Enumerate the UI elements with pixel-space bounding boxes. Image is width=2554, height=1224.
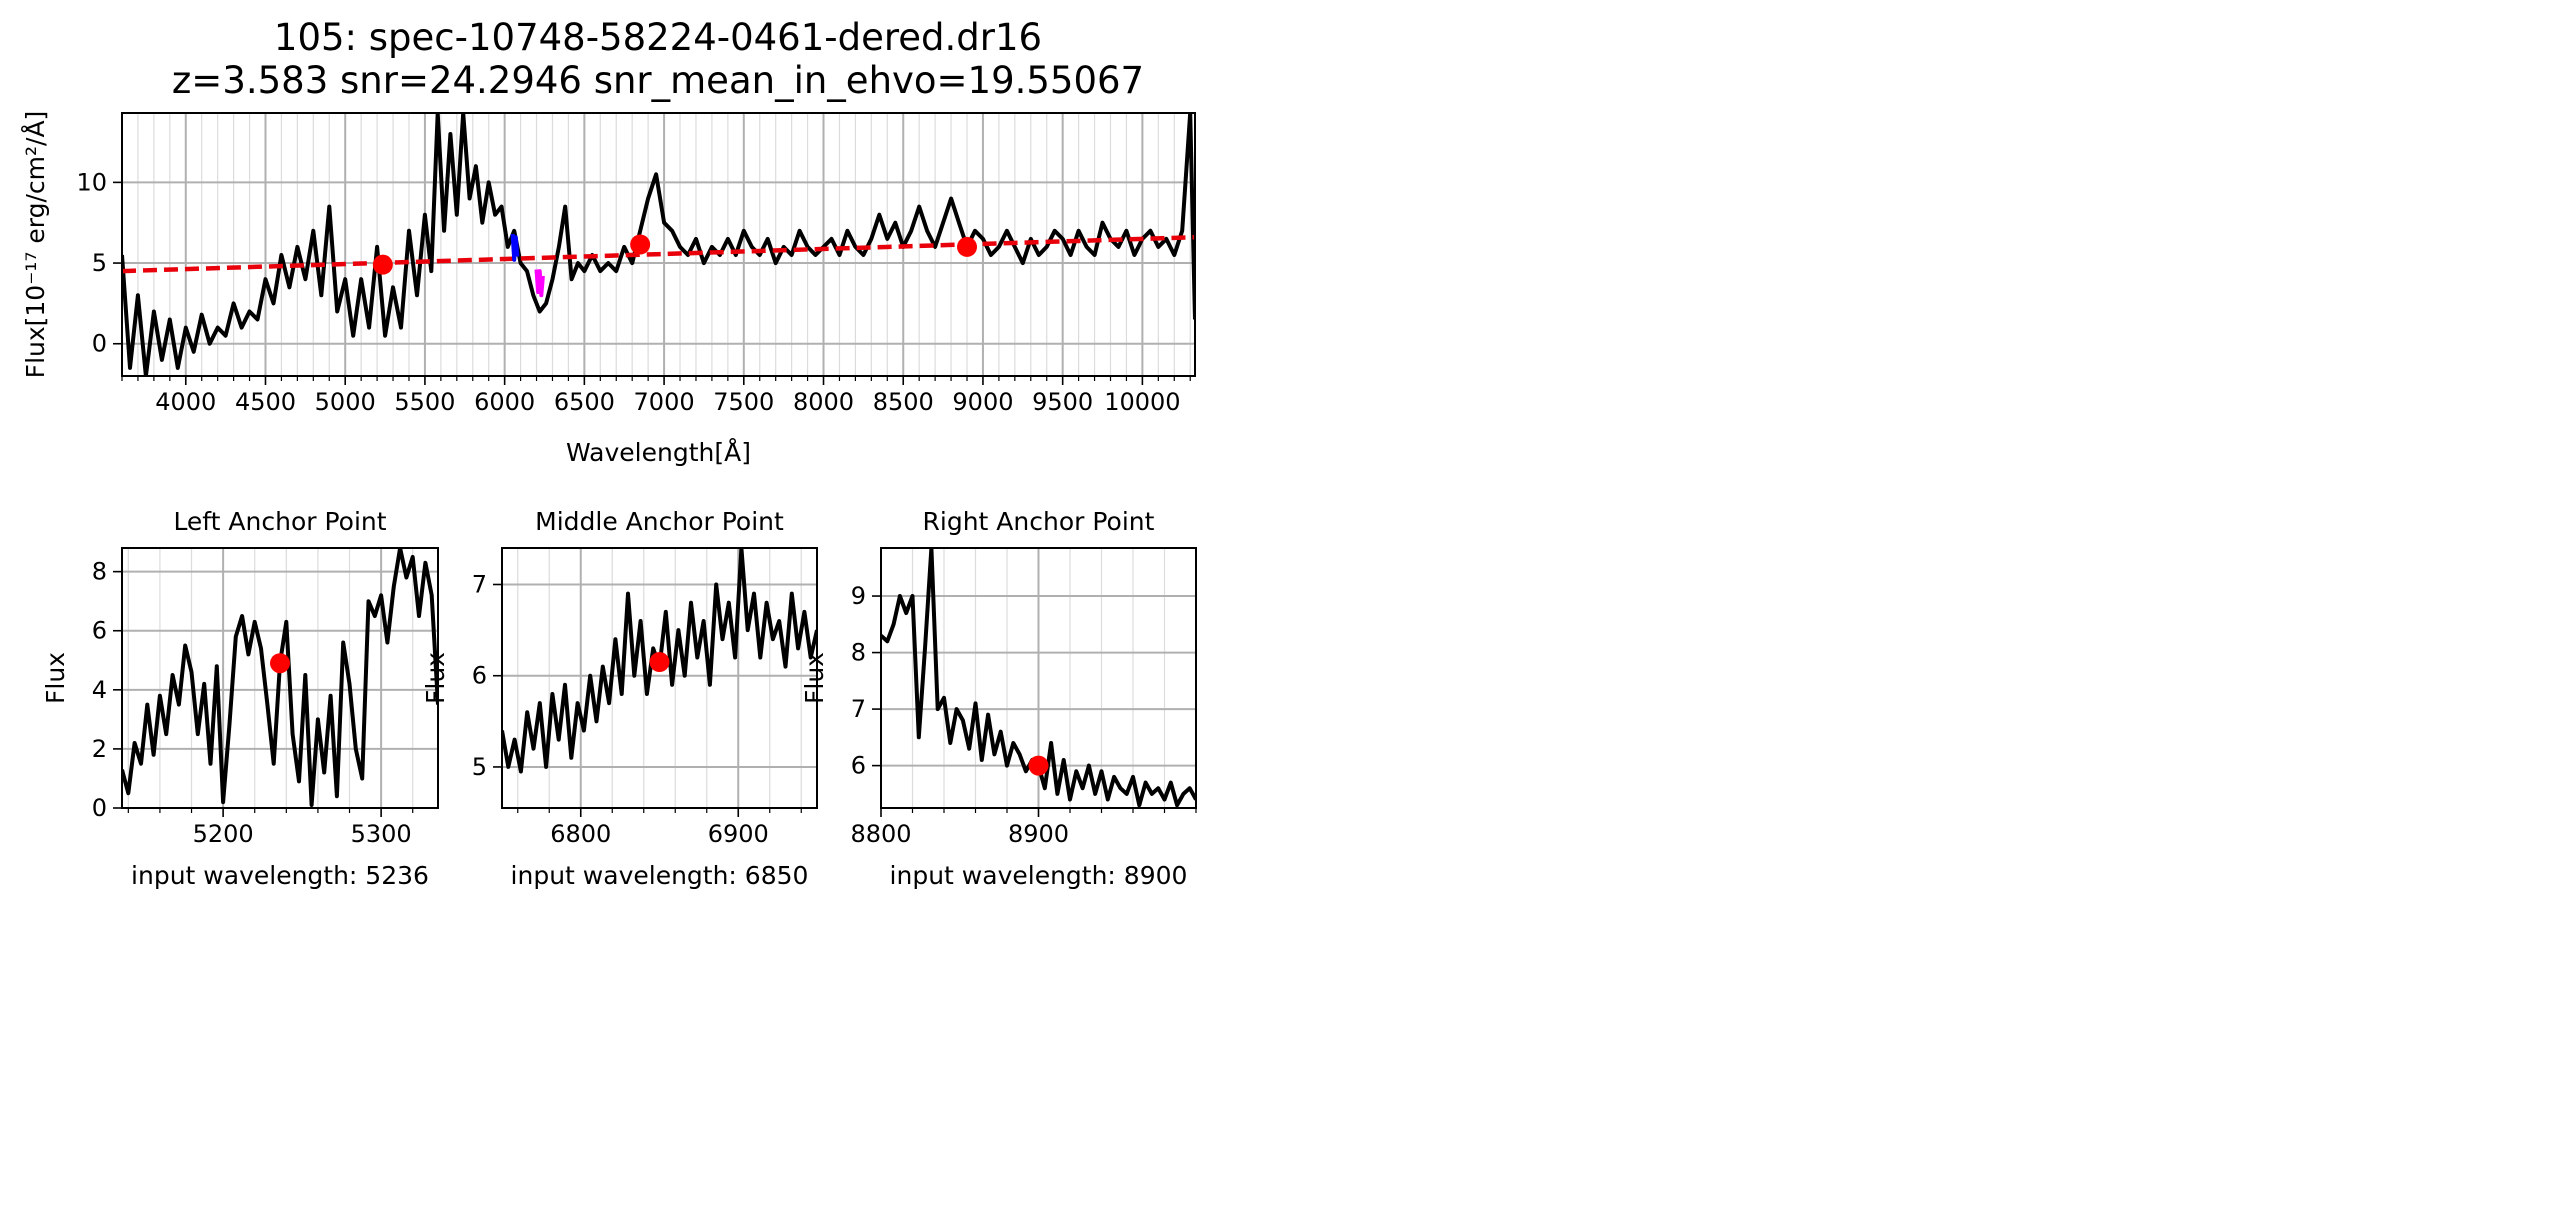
right-y-tick-label: 7 bbox=[851, 695, 866, 723]
main-y-axis-label: Flux[10⁻¹⁷ erg/cm²/Å] bbox=[21, 111, 50, 379]
left-anchor-plot: 5200 5300 0 2 4 6 8 Left Anchor Point input wave… bbox=[41, 507, 439, 890]
left-y-tick-label: 4 bbox=[92, 676, 107, 704]
right-y-tick-label: 8 bbox=[851, 639, 866, 667]
main-anchor-point bbox=[957, 236, 978, 257]
right-title: Right Anchor Point bbox=[923, 507, 1155, 536]
main-data-layer bbox=[122, 113, 1195, 376]
right-y-tick-label: 9 bbox=[851, 582, 866, 610]
main-x-tick-label: 9500 bbox=[1032, 388, 1093, 416]
main-x-tick-label: 6000 bbox=[474, 388, 535, 416]
left-title: Left Anchor Point bbox=[173, 507, 386, 536]
main-y-tick-label: 0 bbox=[92, 330, 107, 358]
left-x-axis-label: input wavelength: 5236 bbox=[131, 861, 429, 890]
right-data-layer bbox=[881, 548, 1196, 808]
main-anchor-point bbox=[372, 254, 393, 275]
right-anchor-plot: 8800 8900 6 7 8 9 Right Anchor Point input wave… bbox=[800, 507, 1197, 890]
figure-title-line-1: 105: spec-10748-58224-0461-dered.dr16 bbox=[274, 16, 1042, 59]
middle-y-tick-label: 7 bbox=[472, 570, 487, 598]
middle-y-axis-label: Flux bbox=[421, 652, 450, 704]
figure-title-line-2: z=3.583 snr=24.2946 snr_mean_in_ehvo=19.… bbox=[172, 59, 1144, 102]
main-x-tick-label: 5000 bbox=[315, 388, 376, 416]
left-y-tick-label: 0 bbox=[92, 794, 107, 822]
left-anchor-point bbox=[270, 653, 290, 674]
main-x-tick-label: 10000 bbox=[1104, 388, 1180, 416]
main-x-axis-label: Wavelength[Å] bbox=[566, 438, 751, 467]
right-x-axis-label: input wavelength: 8900 bbox=[890, 861, 1188, 890]
middle-x-axis-label: input wavelength: 6850 bbox=[511, 861, 809, 890]
left-axes-frame bbox=[121, 547, 439, 809]
main-x-tick-label: 7000 bbox=[634, 388, 695, 416]
main-x-tick-label: 4000 bbox=[155, 388, 216, 416]
right-y-tick-label: 6 bbox=[851, 752, 866, 780]
main-x-tick-label: 5500 bbox=[394, 388, 455, 416]
middle-y-tick-label: 6 bbox=[472, 662, 487, 690]
left-y-tick-label: 2 bbox=[92, 735, 107, 763]
right-anchor-point bbox=[1028, 755, 1049, 776]
main-x-tick-label: 8000 bbox=[793, 388, 854, 416]
middle-anchor-plot: 6800 6900 5 6 7 Middle Anchor Point input wave… bbox=[421, 507, 818, 890]
right-x-tick-label: 8900 bbox=[1008, 820, 1069, 848]
left-data-layer bbox=[122, 548, 438, 807]
left-y-tick-label: 6 bbox=[92, 617, 107, 645]
left-x-tick-label: 5300 bbox=[351, 820, 412, 848]
main-x-tick-label: 4500 bbox=[235, 388, 296, 416]
main-spectrum-plot: 4000 4500 5000 5500 6000 6500 7000 7500 8000 8500… bbox=[21, 111, 1196, 467]
middle-title: Middle Anchor Point bbox=[535, 507, 784, 536]
right-y-axis-label: Flux bbox=[800, 652, 829, 704]
main-y-tick-label: 10 bbox=[76, 168, 107, 196]
right-x-tick-label: 8800 bbox=[850, 820, 911, 848]
left-series-spectrum bbox=[122, 548, 438, 807]
left-y-tick-label: 8 bbox=[92, 558, 107, 586]
middle-data-layer bbox=[502, 548, 817, 774]
left-y-axis-label: Flux bbox=[41, 652, 70, 704]
main-anchor-point bbox=[630, 234, 651, 255]
right-axes-frame bbox=[880, 547, 1197, 809]
main-y-tick-label: 5 bbox=[92, 249, 107, 277]
main-x-tick-label: 9000 bbox=[952, 388, 1013, 416]
middle-axes-frame bbox=[501, 547, 818, 809]
main-x-tick-label: 8500 bbox=[873, 388, 934, 416]
main-series-continuum-fit bbox=[122, 234, 1195, 274]
middle-y-tick-label: 5 bbox=[472, 753, 487, 781]
main-x-tick-label: 6500 bbox=[554, 388, 615, 416]
middle-x-tick-label: 6900 bbox=[708, 820, 769, 848]
main-series-absorption-magenta bbox=[534, 269, 545, 298]
main-axes-frame bbox=[121, 112, 1196, 377]
main-x-tick-label: 7500 bbox=[713, 388, 774, 416]
middle-anchor-point bbox=[649, 652, 670, 673]
main-series-absorption-blue bbox=[510, 233, 520, 262]
middle-x-tick-label: 6800 bbox=[550, 820, 611, 848]
left-x-tick-label: 5200 bbox=[193, 820, 254, 848]
